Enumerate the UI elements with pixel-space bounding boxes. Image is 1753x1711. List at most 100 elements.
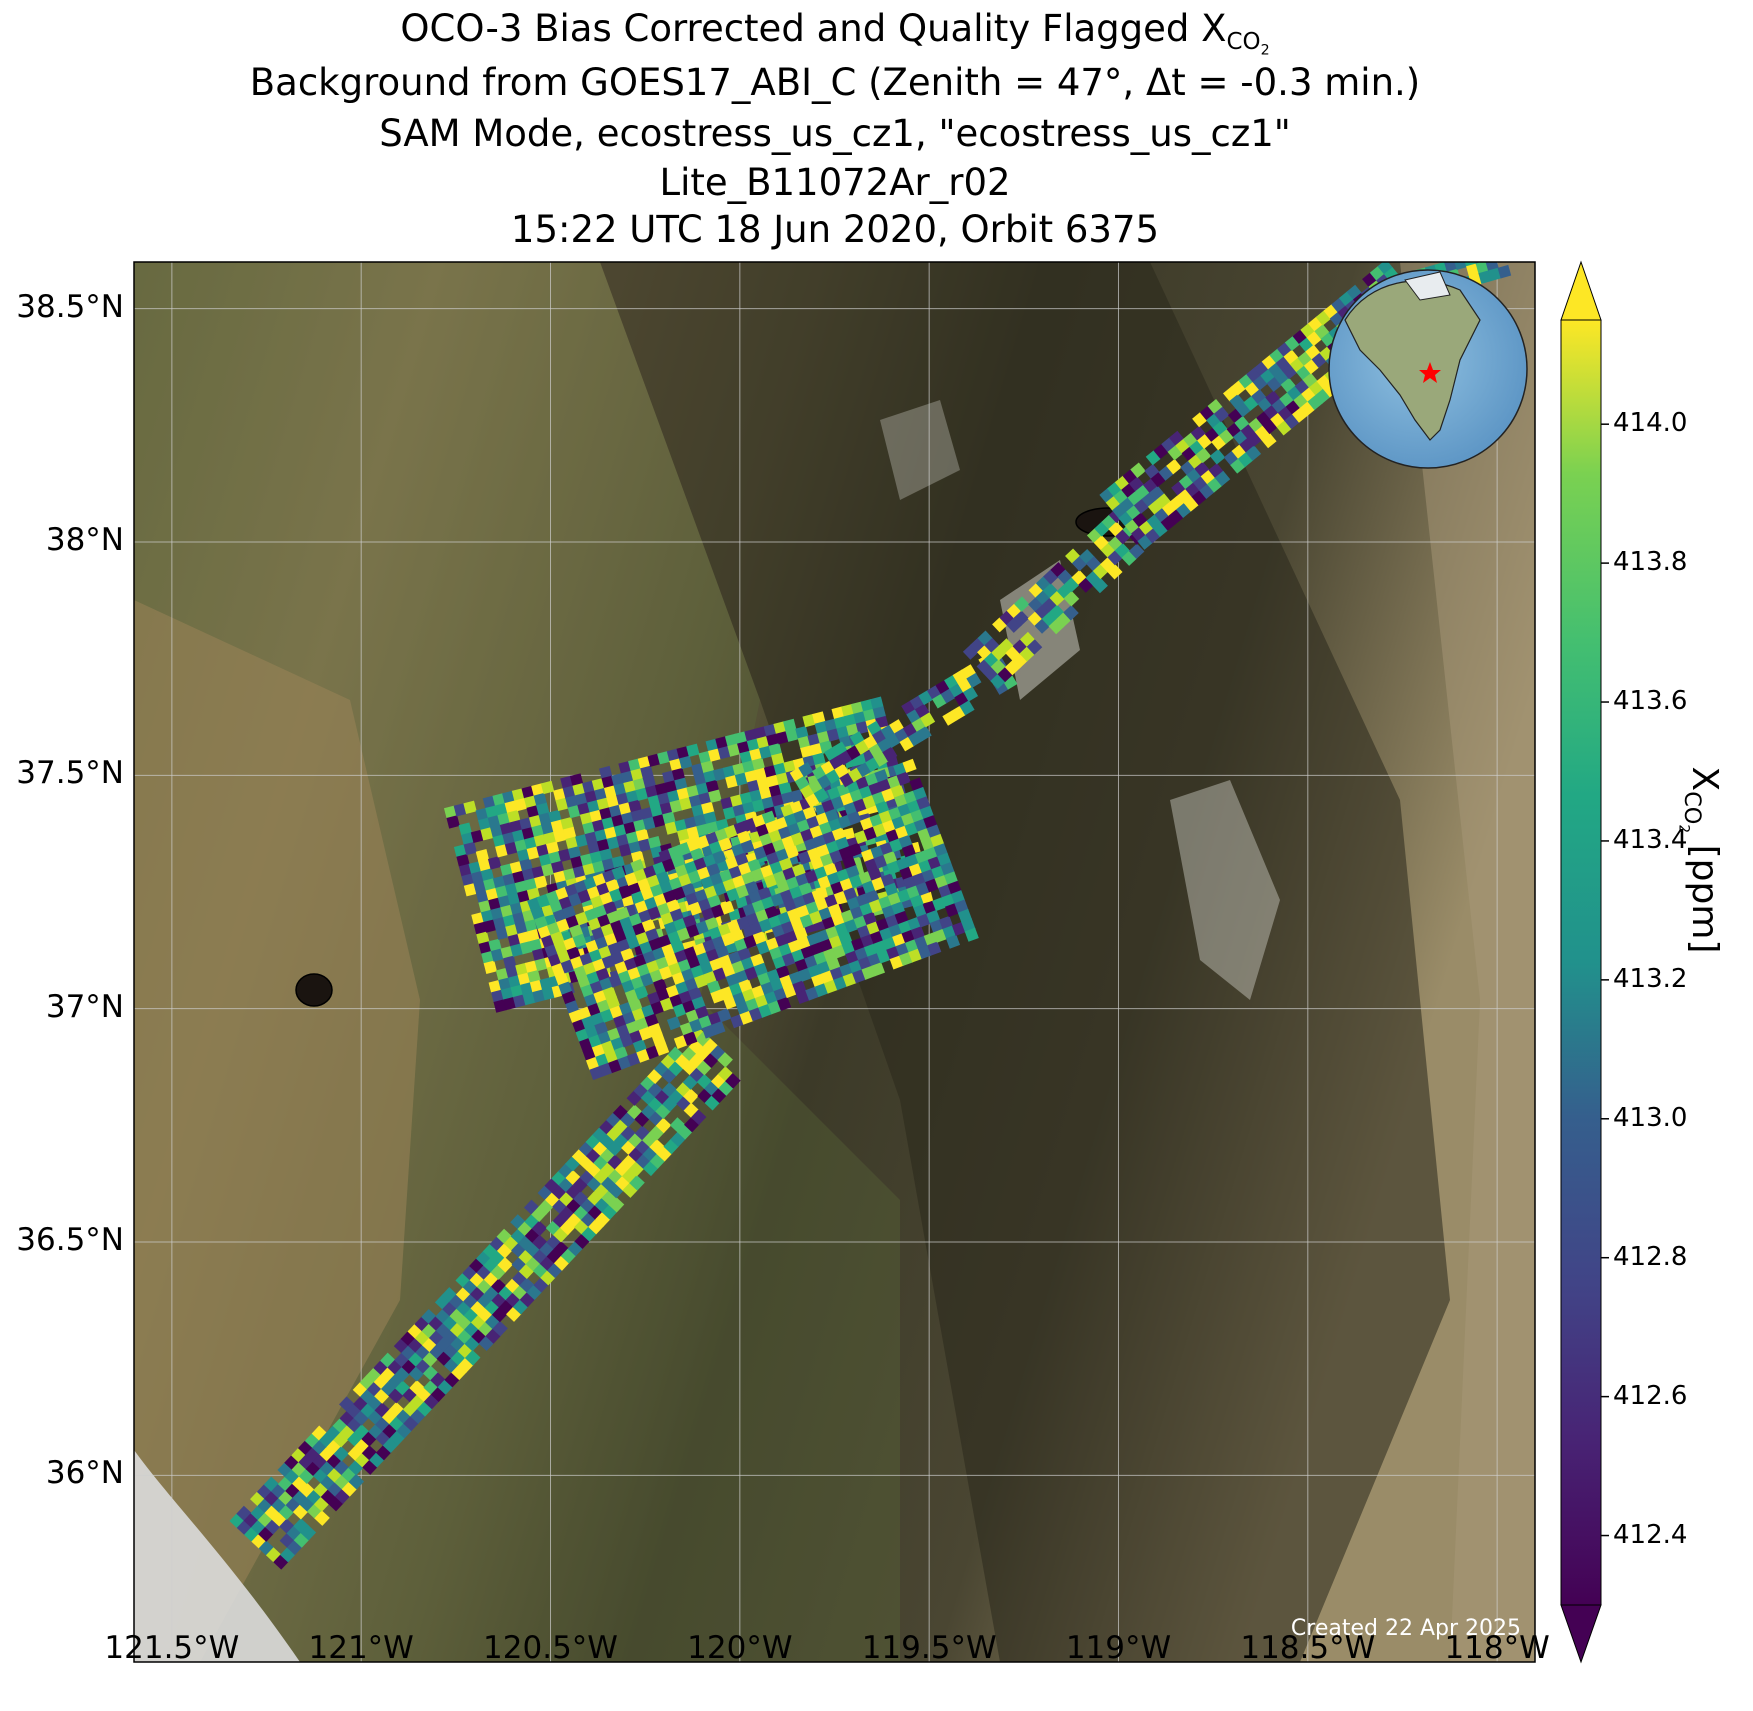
- xco2-sounding-cell: [739, 791, 754, 806]
- xco2-sounding-cell: [742, 760, 756, 774]
- xco2-sounding-cell: [550, 860, 565, 875]
- xco2-sounding-cell: [1492, 246, 1506, 260]
- xco2-sounding-cell: [591, 778, 606, 792]
- xco2-sounding-cell: [553, 829, 567, 843]
- xco2-sounding-cell: [497, 894, 512, 909]
- xco2-sounding-cell: [870, 962, 886, 977]
- map-title-line5: 15:22 UTC 18 Jun 2020, Orbit 6375: [510, 208, 1160, 251]
- xco2-sounding-cell: [505, 965, 519, 979]
- xco2-sounding-cell: [666, 1016, 682, 1031]
- xco2-sounding-cell: [524, 960, 539, 974]
- lat-tick-label: 38°N: [45, 522, 124, 558]
- xco2-sounding-cell: [642, 775, 657, 789]
- xco2-sounding-cell: [863, 708, 877, 723]
- xco2-sounding-cell: [480, 868, 495, 882]
- xco2-sounding-cell: [487, 856, 502, 870]
- xco2-sounding-cell: [966, 672, 982, 688]
- xco2-sounding-cell: [524, 919, 539, 933]
- xco2-sounding-cell: [596, 797, 611, 811]
- xco2-sounding-cell: [519, 817, 533, 831]
- xco2-sounding-cell: [964, 927, 979, 942]
- xco2-sounding-cell: [500, 863, 514, 877]
- xco2-sounding-cell: [1245, 445, 1262, 461]
- xco2-sounding-cell: [495, 885, 509, 899]
- xco2-sounding-cell: [541, 986, 556, 1001]
- xco2-sounding-cell: [785, 728, 799, 742]
- xco2-sounding-cell: [655, 1117, 672, 1134]
- xco2-sounding-cell: [1013, 610, 1030, 627]
- xco2-sounding-cell: [802, 713, 816, 728]
- xco2-sounding-cell: [572, 783, 586, 797]
- xco2-sounding-cell: [482, 795, 497, 810]
- xco2-sounding-cell: [565, 795, 579, 809]
- xco2-sounding-cell: [1475, 262, 1490, 275]
- xco2-sounding-cell: [712, 850, 727, 865]
- xco2-sounding-cell: [642, 816, 657, 830]
- xco2-sounding-cell: [526, 846, 541, 860]
- xco2-sounding-cell: [882, 746, 898, 762]
- xco2-sounding-cell: [676, 787, 691, 801]
- xco2-sounding-cell: [920, 712, 936, 728]
- xco2-sounding-cell: [809, 742, 824, 757]
- xco2-sounding-cell: [572, 865, 587, 879]
- xco2-sounding-cell: [536, 843, 550, 858]
- xco2-sounding-cell: [1488, 267, 1502, 282]
- xco2-sounding-cell: [1463, 262, 1477, 268]
- xco2-sounding-cell: [567, 846, 582, 860]
- map-frame: [133, 261, 1536, 1663]
- xco2-sounding-cell: [601, 816, 616, 831]
- colorbar: [1560, 260, 1609, 1664]
- xco2-sounding-cell: [813, 787, 829, 803]
- xco2-sounding-cell: [470, 829, 485, 844]
- north-america-landmass: [1344, 280, 1481, 441]
- xco2-sounding-cell: [773, 721, 787, 735]
- xco2-sounding-cell: [531, 1220, 548, 1237]
- xco2-sounding-cell: [902, 758, 917, 773]
- xco2-sounding-cell: [751, 799, 766, 813]
- xco2-sounding-cell: [562, 826, 577, 841]
- xco2-sounding-cell: [618, 843, 633, 857]
- xco2-sounding-cell: [841, 703, 855, 718]
- xco2-sounding-cell: [746, 738, 761, 752]
- satellite-background: [134, 262, 1535, 1662]
- xco2-sounding-cell: [1497, 264, 1512, 279]
- xco2-sounding-cell: [507, 892, 521, 906]
- xco2-sounding-cell: [1026, 639, 1043, 655]
- xco2-sounding-cell: [674, 777, 688, 791]
- xco2-sounding-cell: [1478, 270, 1492, 284]
- xco2-sounding-cell: [572, 933, 587, 948]
- xco2-sounding-cell: [533, 834, 548, 848]
- colorbar-tick-label: 412.6: [1613, 1380, 1688, 1411]
- xco2-sounding-cell: [598, 765, 613, 780]
- xco2-sounding-cell: [616, 833, 630, 848]
- xco2-sounding-cell: [480, 827, 494, 841]
- xco2-sounding-cell: [488, 979, 502, 994]
- xco2-sounding-cell: [686, 743, 700, 757]
- xco2-sounding-cell: [690, 1109, 707, 1126]
- xco2-sounding-cell: [608, 1196, 625, 1213]
- xco2-sounding-cell: [538, 812, 552, 826]
- xco2-sounding-cell: [562, 785, 577, 799]
- xco2-sounding-cell: [620, 770, 635, 785]
- xco2-sounding-cell: [611, 814, 625, 828]
- xco2-sounding-cell: [781, 791, 795, 805]
- xco2-sounding-cell: [527, 928, 541, 943]
- xco2-sounding-cell: [798, 762, 814, 778]
- xco2-sounding-cell: [740, 839, 755, 854]
- xco2-sounding-cell: [1128, 543, 1145, 560]
- xco2-sounding-cell: [584, 831, 599, 845]
- xco2-sounding-cell: [1213, 406, 1230, 423]
- xco2-sounding-cell: [611, 865, 626, 881]
- xco2-sounding-cell: [579, 812, 594, 826]
- xco2-sounding-cell: [504, 841, 519, 855]
- xco2-sounding-cell: [490, 907, 504, 921]
- xco2-sounding-cell: [517, 890, 531, 904]
- xco2-sounding-cell: [647, 835, 662, 850]
- xco2-sounding-cell: [483, 919, 497, 933]
- xco2-sounding-cell: [453, 803, 468, 817]
- colorbar-tick-label: 413.4: [1613, 824, 1688, 855]
- xco2-sounding-cell: [475, 890, 490, 904]
- xco2-sounding-cell: [575, 833, 589, 848]
- xco2-sounding-cell: [577, 802, 591, 816]
- xco2-sounding-cell: [634, 985, 649, 1000]
